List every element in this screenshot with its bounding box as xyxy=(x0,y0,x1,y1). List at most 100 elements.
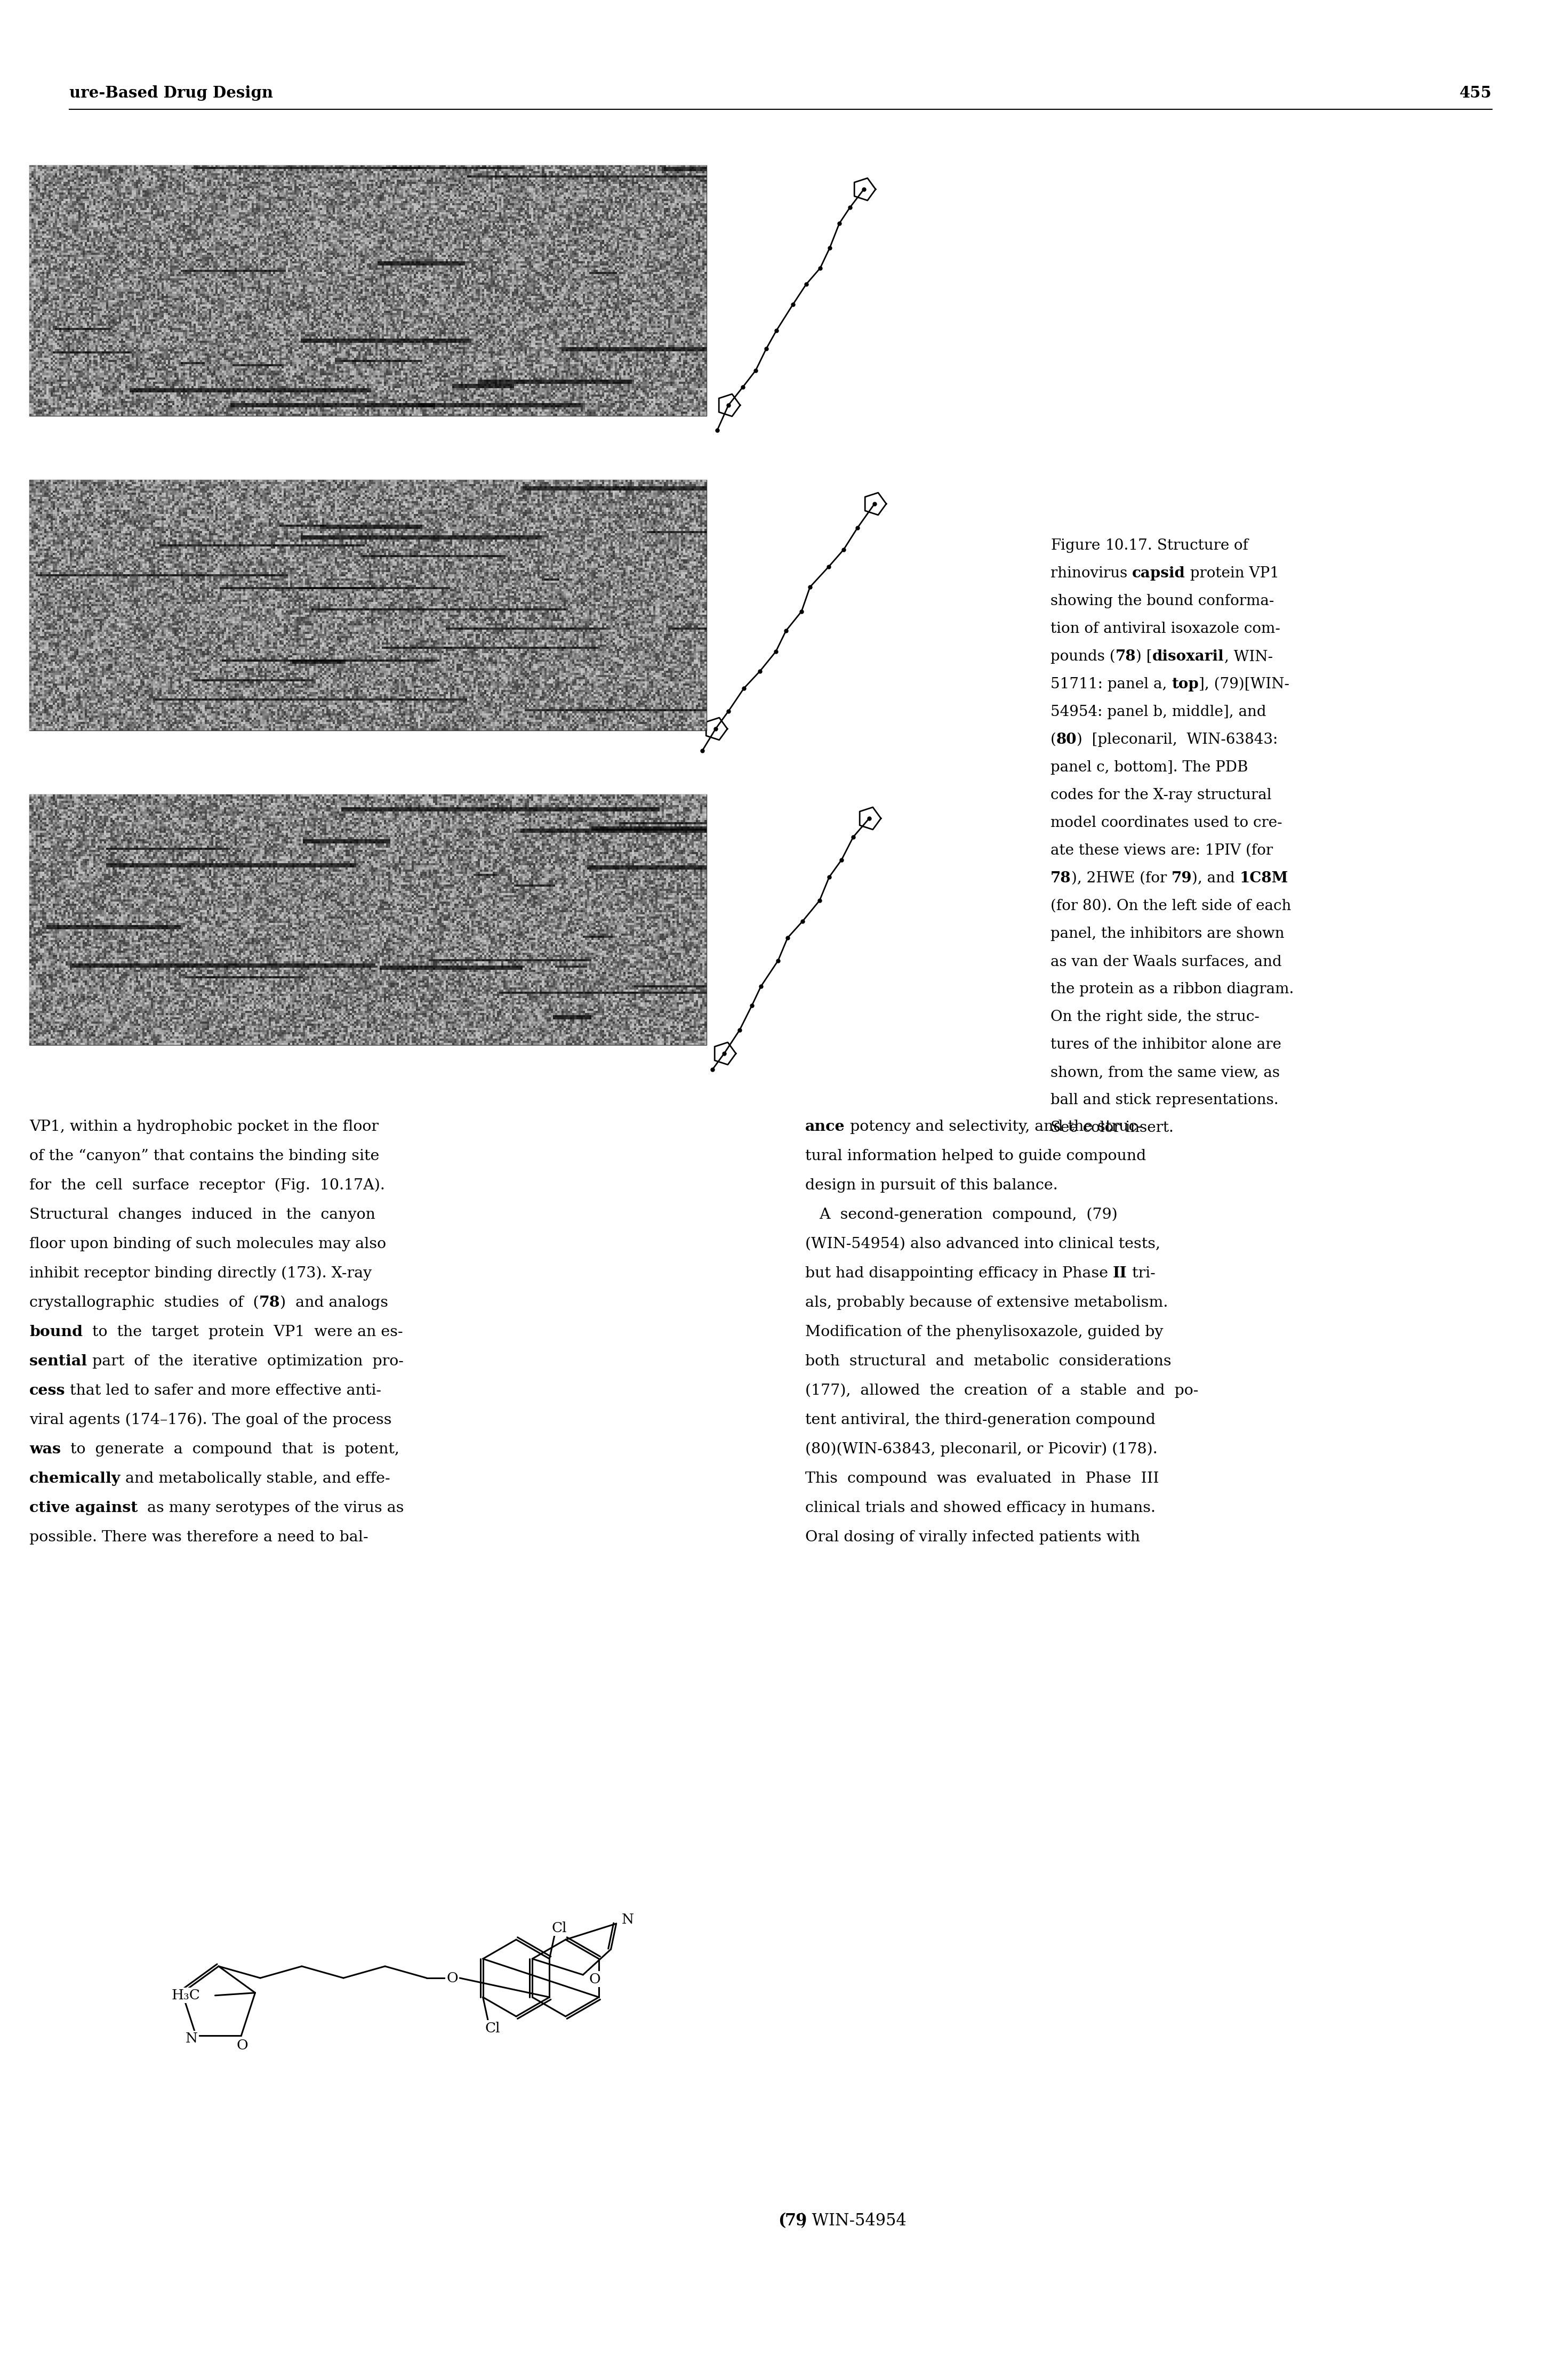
Text: model coordinates used to cre-: model coordinates used to cre- xyxy=(1050,816,1282,831)
Text: of the “canyon” that contains the binding site: of the “canyon” that contains the bindin… xyxy=(30,1150,380,1164)
Text: 54954: panel b, middle], and: 54954: panel b, middle], and xyxy=(1050,704,1267,719)
Text: Modification of the phenylisoxazole, guided by: Modification of the phenylisoxazole, gui… xyxy=(804,1326,1164,1340)
Text: (b): (b) xyxy=(39,497,64,514)
Text: Structure: Structure xyxy=(1153,538,1229,552)
Text: panel, the inhibitors are shown: panel, the inhibitors are shown xyxy=(1050,926,1284,940)
Text: 51711: panel a,: 51711: panel a, xyxy=(1050,676,1172,693)
Text: Cl: Cl xyxy=(551,1921,566,1935)
Text: Win-54954: Win-54954 xyxy=(601,497,691,514)
Text: (WIN-54954) also advanced into clinical tests,: (WIN-54954) also advanced into clinical … xyxy=(804,1238,1161,1252)
Text: was: was xyxy=(30,1442,61,1457)
Text: 78: 78 xyxy=(1116,650,1136,664)
Text: as van der Waals surfaces, and: as van der Waals surfaces, and xyxy=(1050,954,1282,969)
Bar xyxy=(30,795,706,1045)
Text: possible. There was therefore a need to bal-: possible. There was therefore a need to … xyxy=(30,1530,369,1545)
Text: VP1, within a hydrophobic pocket in the floor: VP1, within a hydrophobic pocket in the … xyxy=(30,1119,378,1133)
Text: tural information helped to guide compound: tural information helped to guide compou… xyxy=(804,1150,1147,1164)
Text: capsid: capsid xyxy=(1133,566,1186,581)
Text: ball and stick representations.: ball and stick representations. xyxy=(1050,1092,1279,1107)
Text: Win-51711: Win-51711 xyxy=(601,183,691,200)
Text: See color insert.: See color insert. xyxy=(1050,1121,1173,1135)
Text: )  and analogs: ) and analogs xyxy=(280,1295,389,1309)
Text: 1C8M: 1C8M xyxy=(1240,871,1288,885)
Text: rhinovirus: rhinovirus xyxy=(1050,566,1133,581)
Text: 79: 79 xyxy=(1172,871,1192,885)
Text: of: of xyxy=(1229,538,1248,552)
Text: but had disappointing efficacy in Phase: but had disappointing efficacy in Phase xyxy=(804,1266,1113,1280)
Text: A  second-generation  compound,  (79): A second-generation compound, (79) xyxy=(804,1207,1117,1223)
Text: crystallographic  studies  of  (: crystallographic studies of ( xyxy=(30,1295,258,1309)
Bar xyxy=(30,481,706,731)
Text: On the right side, the struc-: On the right side, the struc- xyxy=(1050,1009,1259,1023)
Text: and metabolically stable, and effe-: and metabolically stable, and effe- xyxy=(121,1471,391,1485)
Text: both  structural  and  metabolic  considerations: both structural and metabolic considerat… xyxy=(804,1354,1172,1368)
Text: (for 80). On the left side of each: (for 80). On the left side of each xyxy=(1050,900,1291,914)
Text: 10.17.: 10.17. xyxy=(1105,538,1153,552)
Text: ], (79)[WIN-: ], (79)[WIN- xyxy=(1198,676,1290,693)
Text: O: O xyxy=(237,2040,247,2052)
Text: potency and selectivity, and the struc-: potency and selectivity, and the struc- xyxy=(845,1119,1142,1133)
Text: as many serotypes of the virus as: as many serotypes of the virus as xyxy=(138,1502,405,1516)
Text: Figure: Figure xyxy=(1050,538,1100,552)
Text: protein VP1: protein VP1 xyxy=(1186,566,1279,581)
Text: ), 2HWE (for: ), 2HWE (for xyxy=(1071,871,1172,885)
Text: sential: sential xyxy=(30,1354,92,1368)
Text: (: ( xyxy=(778,2213,786,2230)
Text: (177),  allowed  the  creation  of  a  stable  and  po-: (177), allowed the creation of a stable … xyxy=(804,1383,1198,1397)
Text: design in pursuit of this balance.: design in pursuit of this balance. xyxy=(804,1178,1058,1192)
Text: tent antiviral, the third-generation compound: tent antiviral, the third-generation com… xyxy=(804,1414,1156,1428)
Text: )  [pleconaril,  WIN-63843:: ) [pleconaril, WIN-63843: xyxy=(1077,733,1277,747)
Text: Structural  changes  induced  in  the  canyon: Structural changes induced in the canyon xyxy=(30,1207,375,1221)
Text: (a): (a) xyxy=(39,183,62,200)
Text: disoxaril: disoxaril xyxy=(1153,650,1225,664)
Text: Pleconaril: Pleconaril xyxy=(607,814,691,828)
Text: that led to safer and more effective anti-: that led to safer and more effective ant… xyxy=(65,1383,381,1397)
Text: ), and: ), and xyxy=(1192,871,1240,885)
Text: als, probably because of extensive metabolism.: als, probably because of extensive metab… xyxy=(804,1295,1169,1309)
Text: ctive against: ctive against xyxy=(30,1502,138,1516)
Text: N: N xyxy=(622,1914,635,1925)
Bar xyxy=(30,164,706,416)
Text: pounds (: pounds ( xyxy=(1050,650,1116,664)
Text: to  generate  a  compound  that  is  potent,: to generate a compound that is potent, xyxy=(61,1442,400,1457)
Text: bound: bound xyxy=(30,1326,82,1340)
Text: 79: 79 xyxy=(784,2213,808,2230)
Text: part  of  the  iterative  optimization  pro-: part of the iterative optimization pro- xyxy=(92,1354,403,1368)
Text: , WIN-: , WIN- xyxy=(1225,650,1273,664)
Text: showing the bound conforma-: showing the bound conforma- xyxy=(1050,595,1274,609)
Text: cess: cess xyxy=(30,1383,65,1397)
Text: Cl: Cl xyxy=(485,2021,499,2035)
Text: This  compound  was  evaluated  in  Phase  III: This compound was evaluated in Phase III xyxy=(804,1471,1159,1485)
Text: to  the  target  protein  VP1  were an es-: to the target protein VP1 were an es- xyxy=(82,1326,403,1340)
Text: tri-: tri- xyxy=(1127,1266,1156,1280)
Text: II: II xyxy=(1113,1266,1127,1280)
Text: 80: 80 xyxy=(1057,733,1077,747)
Text: the protein as a ribbon diagram.: the protein as a ribbon diagram. xyxy=(1050,983,1295,997)
Text: inhibit receptor binding directly (173). X-ray: inhibit receptor binding directly (173).… xyxy=(30,1266,372,1280)
Text: (80)(WIN-63843, pleconaril, or Picovir) (178).: (80)(WIN-63843, pleconaril, or Picovir) … xyxy=(804,1442,1158,1457)
Text: ) WIN-54954: ) WIN-54954 xyxy=(800,2213,907,2230)
Text: shown, from the same view, as: shown, from the same view, as xyxy=(1050,1066,1279,1081)
Text: 78: 78 xyxy=(1050,871,1071,885)
Text: ate these views are: 1PIV (for: ate these views are: 1PIV (for xyxy=(1050,843,1273,857)
Text: panel c, bottom]. The PDB: panel c, bottom]. The PDB xyxy=(1050,759,1248,774)
Text: codes for the X-ray structural: codes for the X-ray structural xyxy=(1050,788,1271,802)
Text: 455: 455 xyxy=(1460,86,1492,100)
Text: (: ( xyxy=(1050,733,1057,747)
Text: N: N xyxy=(185,2033,198,2044)
Text: ) [: ) [ xyxy=(1136,650,1153,664)
Text: Oral dosing of virally infected patients with: Oral dosing of virally infected patients… xyxy=(804,1530,1141,1545)
Text: ure-Based Drug Design: ure-Based Drug Design xyxy=(70,86,272,100)
Text: H₃C: H₃C xyxy=(171,1990,201,2002)
Text: (c): (c) xyxy=(39,814,62,831)
Text: tures of the inhibitor alone are: tures of the inhibitor alone are xyxy=(1050,1038,1281,1052)
Text: 78: 78 xyxy=(258,1295,280,1309)
Text: for  the  cell  surface  receptor  (Fig.  10.17A).: for the cell surface receptor (Fig. 10.1… xyxy=(30,1178,384,1192)
Text: ance: ance xyxy=(804,1119,845,1133)
Text: floor upon binding of such molecules may also: floor upon binding of such molecules may… xyxy=(30,1238,386,1252)
Text: chemically: chemically xyxy=(30,1471,121,1485)
Text: top: top xyxy=(1172,676,1198,693)
Text: O: O xyxy=(588,1973,601,1985)
Text: O: O xyxy=(447,1971,457,1985)
Text: viral agents (174–176). The goal of the process: viral agents (174–176). The goal of the … xyxy=(30,1414,392,1428)
